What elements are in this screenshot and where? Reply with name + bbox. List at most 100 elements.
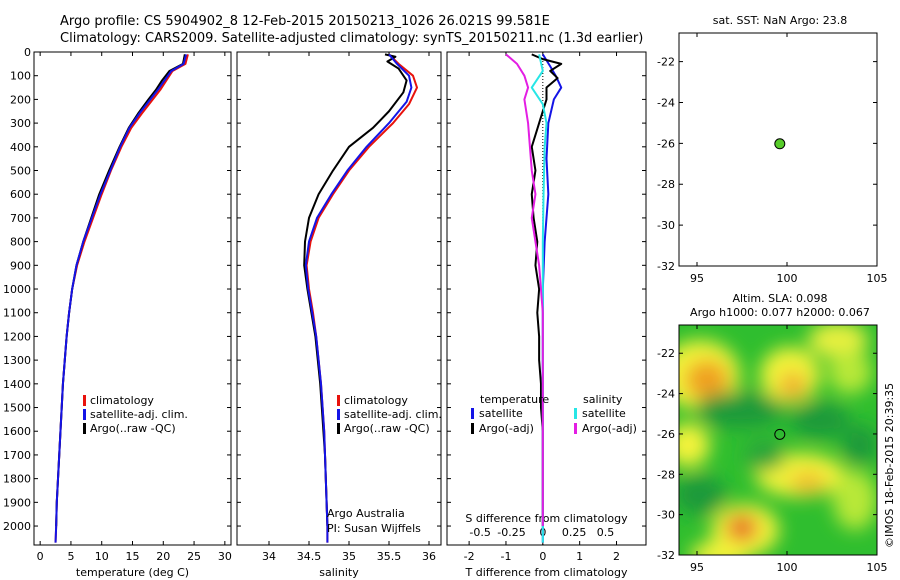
salinity-xtick-label: 36	[422, 550, 436, 563]
salinity-xtick-label: 34.5	[297, 550, 322, 563]
salinity-legend-swatch	[337, 409, 340, 420]
difference-xtick-label: -1	[500, 550, 511, 563]
depth-tick-label: 1700	[3, 449, 31, 462]
temperature-xtick-label: 30	[218, 550, 232, 563]
depth-tick-label: 300	[10, 117, 31, 130]
salinity-series-line-satellite-adj-clim-	[304, 53, 413, 543]
depth-tick-label: 400	[10, 141, 31, 154]
salinity-xtick-label: 34	[262, 550, 276, 563]
sla-heatmap-blob	[690, 541, 750, 555]
salinity-series-line-climatology	[305, 53, 418, 543]
salinity-diff-tick-label: 0.5	[597, 526, 615, 539]
depth-tick-label: 1800	[3, 473, 31, 486]
difference-legend-label: Argo(-adj)	[479, 422, 534, 435]
difference-legend-swatch	[574, 423, 577, 434]
sst-map-panel: sat. SST: NaN Argo: 23.8 -22 -24 -26 -28 -30 -…	[657, 14, 887, 285]
sla_map-axes-frame	[678, 324, 878, 556]
depth-tick-label: 0	[24, 46, 31, 59]
salinity-legend-swatch	[337, 423, 340, 434]
sla-heatmap-blob	[808, 325, 868, 358]
sla-title-line-1: Altim. SLA: 0.098	[732, 292, 827, 305]
salinity-diff-tick-label: -0.5	[469, 526, 490, 539]
depth-tick-label: 1400	[3, 378, 31, 391]
argo-location-marker	[774, 138, 786, 150]
temperature-legend-label: climatology	[90, 394, 154, 407]
sla_map-ytick-label: -28	[657, 468, 675, 481]
difference-axes-frame	[446, 51, 647, 546]
sst_map-ytick-label: -28	[657, 178, 675, 191]
salinity-legend-label: satellite-adj. clim.	[344, 408, 442, 421]
salinity-legend-label: Argo(..raw -QC)	[344, 422, 430, 435]
sla-heatmap-blob	[828, 350, 872, 394]
sla_map-ytick-label: -22	[657, 347, 675, 360]
sla-heatmap-blob	[833, 470, 877, 530]
sst_map-xtick-label: 105	[867, 272, 888, 285]
sla-heatmap-blob	[790, 402, 850, 438]
depth-tick-label: 1200	[3, 330, 31, 343]
salinity-axes-frame	[236, 51, 442, 546]
sla_map-ytick-label: -30	[657, 509, 675, 522]
salinity-xtick-label: 35	[342, 550, 356, 563]
title-line-1: Argo profile: CS 5904902_8 12-Feb-2015 2…	[60, 14, 550, 29]
temperature-legend-label: Argo(..raw -QC)	[90, 422, 176, 435]
difference-legend-swatch	[471, 423, 474, 434]
temperature-legend-swatch	[83, 409, 86, 420]
sla_map-xtick-label: 95	[690, 561, 704, 574]
sla_map-ytick-label: -26	[657, 428, 675, 441]
argo-location-marker	[774, 428, 786, 440]
difference-series-line-salinity-argo-adj-	[505, 53, 544, 527]
sla-heatmap-blob	[779, 372, 807, 400]
temperature-xtick-label: 15	[126, 550, 140, 563]
legend-header-salinity: salinity	[583, 393, 623, 406]
sst_map-xtick-label: 100	[777, 272, 798, 285]
depth-tick-label: 700	[10, 212, 31, 225]
temperature-legend-label: satellite-adj. clim.	[90, 408, 188, 421]
depth-tick-label: 1000	[3, 283, 31, 296]
credit-line-1: Argo Australia	[327, 507, 405, 520]
sla-heatmap-blob	[685, 360, 729, 400]
depth-tick-label: 1900	[3, 496, 31, 509]
sla-heatmap-blobs	[679, 325, 877, 555]
sst_map-ytick-label: -32	[657, 260, 675, 273]
difference-xtick-label: -2	[464, 550, 475, 563]
sla-heatmap-blob	[679, 423, 710, 467]
difference-xtick-label: 0	[539, 550, 546, 563]
sla-heatmap-blob	[745, 439, 785, 471]
sst_map-axes-frame	[678, 32, 878, 267]
temperature-xtick-label: 25	[187, 550, 201, 563]
depth-tick-label: 200	[10, 93, 31, 106]
difference-legend-label: Argo(-adj)	[582, 422, 637, 435]
depth-tick-label: 1500	[3, 402, 31, 415]
difference-legend-swatch	[471, 408, 474, 419]
difference-xtick-label: 1	[576, 550, 583, 563]
sst_map-ytick-label: -30	[657, 219, 675, 232]
temperature-series-line-satellite-adj-clim-	[54, 54, 188, 543]
sla-heatmap-blob	[695, 392, 785, 428]
salinity-diff-axis-label: S difference from climatology	[465, 512, 628, 525]
salinity-xtick-label: 35.5	[377, 550, 402, 563]
depth-tick-label: 800	[10, 236, 31, 249]
sla-title-line-2: Argo h1000: 0.077 h2000: 0.067	[690, 306, 870, 319]
temperature-series-line-argo-raw-qc-	[55, 54, 186, 527]
sla-heatmap-blob	[726, 514, 758, 542]
temperature-xtick-label: 0	[37, 550, 44, 563]
temperature-series-line-climatology	[54, 54, 189, 543]
depth-tick-label: 2000	[3, 520, 31, 533]
sla_map-xtick-label: 105	[867, 561, 888, 574]
sla_map-ytick-label: -24	[657, 388, 675, 401]
sst-title: sat. SST: NaN Argo: 23.8	[713, 14, 847, 27]
temperature-legend-swatch	[83, 395, 86, 406]
credit-line-2: PI: Susan Wijffels	[327, 522, 421, 535]
sla-heatmap-blob	[790, 471, 826, 495]
sla_map-ytick-label: -32	[657, 549, 675, 562]
depth-tick-label: 900	[10, 259, 31, 272]
depth-tick-label: 1100	[3, 307, 31, 320]
sst_map-ytick-label: -26	[657, 137, 675, 150]
salinity-diff-tick-label: 0.25	[562, 526, 587, 539]
title-line-2: Climatology: CARS2009. Satellite-adjuste…	[60, 31, 643, 46]
temperature-panel: 0100200300400500600700800900100011001200…	[3, 46, 232, 579]
difference-xlabel: T difference from climatology	[465, 566, 628, 579]
depth-tick-label: 500	[10, 165, 31, 178]
copyright-watermark: ©IMOS 18-Feb-2015 20:39:35	[883, 383, 896, 548]
